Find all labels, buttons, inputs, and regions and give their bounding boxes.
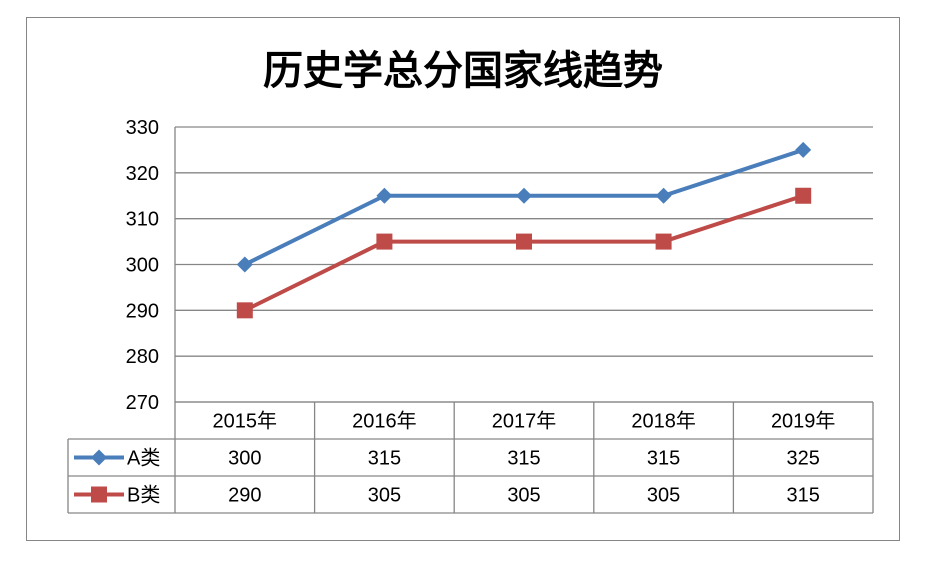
data-table-value: 315 xyxy=(647,448,680,470)
y-tick-label: 310 xyxy=(126,209,159,231)
y-tick-label: 270 xyxy=(126,392,159,414)
legend-label: B类 xyxy=(127,484,160,507)
data-point xyxy=(376,233,393,250)
data-point xyxy=(795,187,812,204)
chart-frame xyxy=(26,17,900,541)
data-table-value: 305 xyxy=(507,485,540,507)
x-category-label: 2016年 xyxy=(352,410,417,433)
data-table-value: 300 xyxy=(228,448,261,470)
data-table-value: 315 xyxy=(787,485,820,507)
data-table-value: 290 xyxy=(228,485,261,507)
data-table-value: 325 xyxy=(787,448,820,470)
y-tick-label: 300 xyxy=(126,255,159,277)
y-tick-label: 280 xyxy=(126,346,159,368)
series-line xyxy=(243,193,804,313)
legend-key-diamond xyxy=(91,449,107,466)
y-tick-label: 330 xyxy=(126,117,159,139)
data-point xyxy=(236,256,253,273)
data-table-value: 315 xyxy=(507,448,540,470)
data-point xyxy=(516,233,532,250)
series-lines xyxy=(243,148,804,313)
data-point xyxy=(655,187,672,204)
y-axis-ticks: 270 280 290 300 310 320 330 xyxy=(126,117,159,414)
x-category-label: 2019年 xyxy=(771,410,836,433)
data-point xyxy=(516,187,532,204)
x-category-label: 2017年 xyxy=(492,410,557,433)
x-category-label: 2015年 xyxy=(213,410,278,433)
data-point xyxy=(376,187,393,204)
chart-title: 历史学总分国家线趋势 xyxy=(263,48,663,94)
data-point xyxy=(655,233,672,250)
data-point xyxy=(795,141,812,158)
data-table-value: 315 xyxy=(368,448,401,470)
legend-key-square xyxy=(91,486,107,503)
data-table-value: 305 xyxy=(647,485,680,507)
legend-label: A类 xyxy=(127,447,160,470)
data-table: 2015年 2016年 2017年 2018年 2019年 A类 300 315 315 315 3… xyxy=(67,401,874,514)
series-markers xyxy=(236,141,812,319)
x-category-label: 2018年 xyxy=(631,410,696,433)
y-tick-label: 290 xyxy=(126,300,159,322)
gridlines xyxy=(174,126,873,403)
y-tick-label: 320 xyxy=(126,163,159,185)
data-point xyxy=(236,302,253,319)
data-table-value: 305 xyxy=(368,485,401,507)
